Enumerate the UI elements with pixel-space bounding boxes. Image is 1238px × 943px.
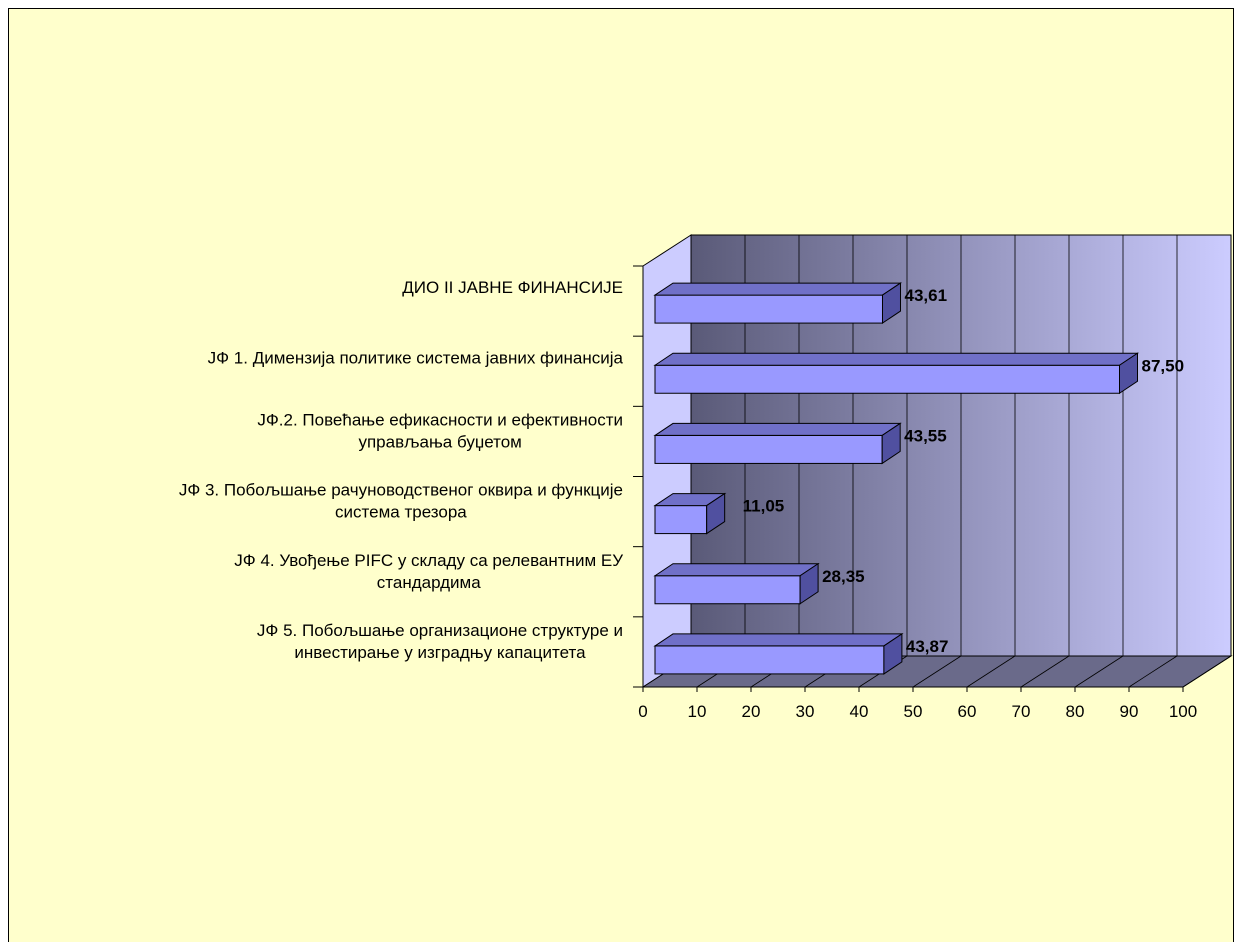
value-label: 43,87 <box>906 637 949 656</box>
x-tick-label: 70 <box>1012 702 1031 721</box>
bar-front <box>654 575 801 605</box>
category-label: ЈФ 4. Увођење PIFC у складу са релевантн… <box>234 551 623 570</box>
x-tick-label: 50 <box>904 702 923 721</box>
bar-front <box>654 434 883 464</box>
gridline-floor <box>1128 655 1178 688</box>
gridline-floor <box>1182 655 1232 688</box>
category-label: система трезора <box>335 503 467 522</box>
bar-side <box>799 562 819 605</box>
bars <box>653 282 1140 675</box>
x-tick-label: 80 <box>1066 702 1085 721</box>
category-label: стандардима <box>377 573 481 592</box>
bar <box>653 352 1140 395</box>
x-tick-label: 100 <box>1169 702 1197 721</box>
category-label: управљања буџетом <box>358 432 521 451</box>
bar-top <box>653 563 820 577</box>
category-label: инвестирање у изградњу капацитета <box>294 643 586 662</box>
bar-side <box>883 632 903 675</box>
bar-top <box>653 422 902 436</box>
bar-front <box>654 505 708 535</box>
category-labels: ДИО II ЈАВНЕ ФИНАНСИЈЕ ЈФ 1. Димензија по… <box>179 278 624 662</box>
gridline-floor <box>966 655 1016 688</box>
x-tick-label: 40 <box>850 702 869 721</box>
bar <box>653 492 727 535</box>
chart-area: 0 10 20 30 40 50 60 70 80 90 100 ДИО II ЈАВНЕ ФИНА… <box>8 8 1234 942</box>
bar-side <box>706 492 726 535</box>
bar-top <box>653 633 904 647</box>
bar-side <box>1119 352 1138 395</box>
bar-front <box>654 364 1120 394</box>
category-label: ЈФ 3. Побољшање рачуноводственог оквира … <box>179 481 623 500</box>
x-tick-label: 30 <box>796 702 815 721</box>
bar <box>653 282 903 325</box>
bar-front <box>654 645 885 675</box>
x-tick-label: 0 <box>638 702 647 721</box>
category-label: ЈФ 1. Димензија политике система јавних … <box>208 348 624 367</box>
bar-front <box>654 294 883 324</box>
category-label: ЈФ 5. Побољшање организационе структуре … <box>257 621 623 640</box>
bar-top <box>653 282 903 296</box>
value-label: 43,55 <box>904 426 947 445</box>
value-labels: 43,61 87,50 43,55 11,05 28,35 43,87 <box>743 286 1184 656</box>
gridline-floor <box>1020 655 1070 688</box>
bar <box>653 562 820 605</box>
gridline-floor <box>912 655 962 688</box>
value-label: 43,61 <box>904 286 947 305</box>
value-label: 11,05 <box>743 497 785 516</box>
bar-chart: 0 10 20 30 40 50 60 70 80 90 100 ДИО II ЈАВНЕ ФИНА… <box>179 234 1233 721</box>
bar-top <box>653 352 1140 366</box>
x-tick-label: 10 <box>688 702 707 721</box>
value-label: 87,50 <box>1142 356 1185 375</box>
x-tick-label: 20 <box>742 702 761 721</box>
x-tick-label: 90 <box>1120 702 1139 721</box>
value-label: 28,35 <box>822 567 865 586</box>
gridline-floor <box>1074 655 1124 688</box>
category-label: ЈФ.2. Повећање ефикасности и ефективност… <box>257 410 623 429</box>
bar <box>653 422 902 465</box>
bar <box>653 632 904 675</box>
tick-labels: 0 10 20 30 40 50 60 70 80 90 100 <box>638 702 1197 721</box>
bar-side <box>881 422 901 465</box>
x-tick-label: 60 <box>958 702 977 721</box>
bar-side <box>881 282 901 325</box>
category-label: ДИО II ЈАВНЕ ФИНАНСИЈЕ <box>402 278 623 297</box>
axes <box>633 265 1184 692</box>
